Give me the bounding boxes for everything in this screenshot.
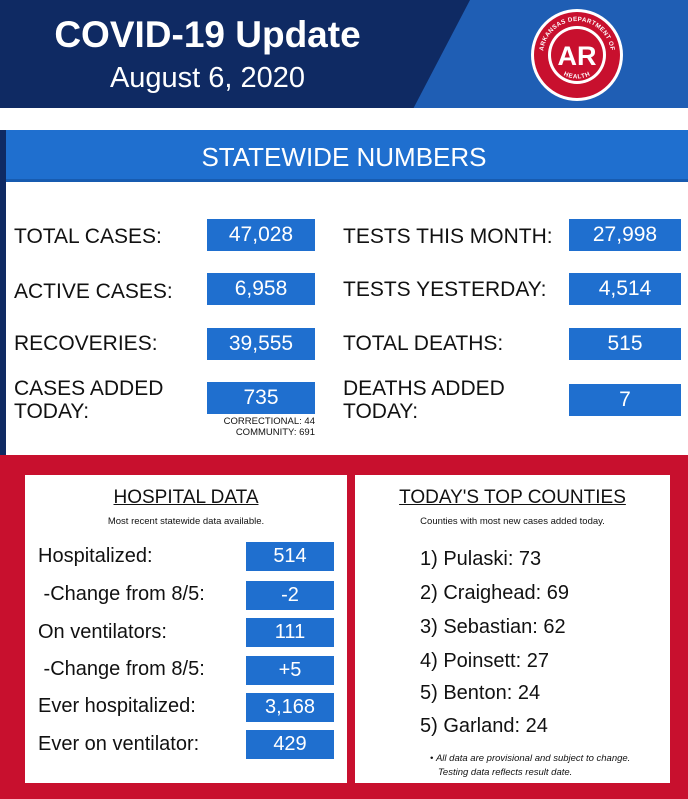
ever-ventilator-label: Ever on ventilator: (38, 733, 200, 755)
ever-hospitalized-value: 3,168 (246, 693, 334, 722)
header-banner: COVID-19 Update August 6, 2020 ARKANSAS … (0, 0, 688, 108)
left-accent-strip (0, 130, 6, 455)
community-note: COMMUNITY: 691 (235, 427, 315, 438)
header-navy-panel (0, 0, 470, 108)
top-counties-title: TODAY'S TOP COUNTIES (399, 487, 626, 508)
ever-ventilator-value: 429 (246, 730, 334, 759)
ventilators-change-value: +5 (246, 656, 334, 685)
page-title: COVID-19 Update (54, 14, 361, 55)
total-cases-label: TOTAL CASES: (14, 225, 162, 248)
top-counties-panel: TODAY'S TOP COUNTIES Counties with most … (355, 475, 670, 783)
recoveries-label: RECOVERIES: (14, 332, 158, 355)
total-deaths-value: 515 (569, 328, 681, 360)
tests-month-label: TESTS THIS MONTH: (343, 225, 553, 248)
statewide-banner: STATEWIDE NUMBERS (0, 130, 688, 182)
deaths-added-label-line1: DEATHS ADDED (343, 377, 505, 400)
hospital-data-title: HOSPITAL DATA (113, 487, 259, 508)
county-item: 2) Craighead: 69 (420, 582, 569, 604)
svg-text:HEALTH: HEALTH (563, 71, 592, 81)
footnote-text-1: All data are provisional and subject to … (435, 753, 631, 764)
county-item: 5) Benton: 24 (420, 682, 541, 704)
active-cases-value: 6,958 (207, 273, 315, 305)
tests-yesterday-value: 4,514 (569, 273, 681, 305)
deaths-added-value: 7 (569, 384, 681, 416)
total-cases-value: 47,028 (207, 219, 315, 251)
hospitalized-change-label: -Change from 8/5: (38, 583, 205, 605)
top-counties-subtitle: Counties with most new cases added today… (420, 516, 605, 527)
hospitalized-change-value: -2 (246, 581, 334, 610)
total-deaths-label: TOTAL DEATHS: (343, 332, 504, 355)
ventilators-label: On ventilators: (38, 621, 167, 643)
arkansas-health-logo: ARKANSAS DEPARTMENT OF HEALTH AR (531, 9, 623, 101)
county-item: 4) Poinsett: 27 (420, 650, 549, 672)
footnote-line2: Testing data reflects result date. (438, 767, 573, 778)
hospitalized-label: Hospitalized: (38, 545, 153, 567)
tests-month-value: 27,998 (569, 219, 681, 251)
county-item: 3) Sebastian: 62 (420, 616, 566, 638)
statewide-title: STATEWIDE NUMBERS (201, 142, 487, 172)
cases-added-value: 735 (207, 382, 315, 414)
active-cases-label: ACTIVE CASES: (14, 280, 173, 303)
hospitalized-value: 514 (246, 542, 334, 571)
ever-hospitalized-label: Ever hospitalized: (38, 695, 196, 717)
deaths-added-label-line2: TODAY: (343, 400, 419, 423)
recoveries-value: 39,555 (207, 328, 315, 360)
logo-ring-bottom-text: HEALTH (563, 71, 591, 81)
county-item: 5) Garland: 24 (420, 715, 548, 737)
ventilators-change-label: -Change from 8/5: (38, 658, 205, 680)
cases-added-label-line1: CASES ADDED (14, 377, 164, 400)
hospital-data-subtitle: Most recent statewide data available. (107, 516, 265, 527)
tests-yesterday-label: TESTS YESTERDAY: (343, 278, 547, 301)
cases-added-label-line2: TODAY: (14, 400, 90, 423)
logo-ar-text: AR (558, 41, 597, 71)
correctional-note: CORRECTIONAL: 44 (223, 416, 315, 427)
footnote-line1: • All data are provisional and subject t… (430, 753, 631, 764)
ventilators-value: 111 (246, 618, 334, 647)
county-item: 1) Pulaski: 73 (420, 548, 542, 570)
page-date: August 6, 2020 (109, 62, 306, 94)
